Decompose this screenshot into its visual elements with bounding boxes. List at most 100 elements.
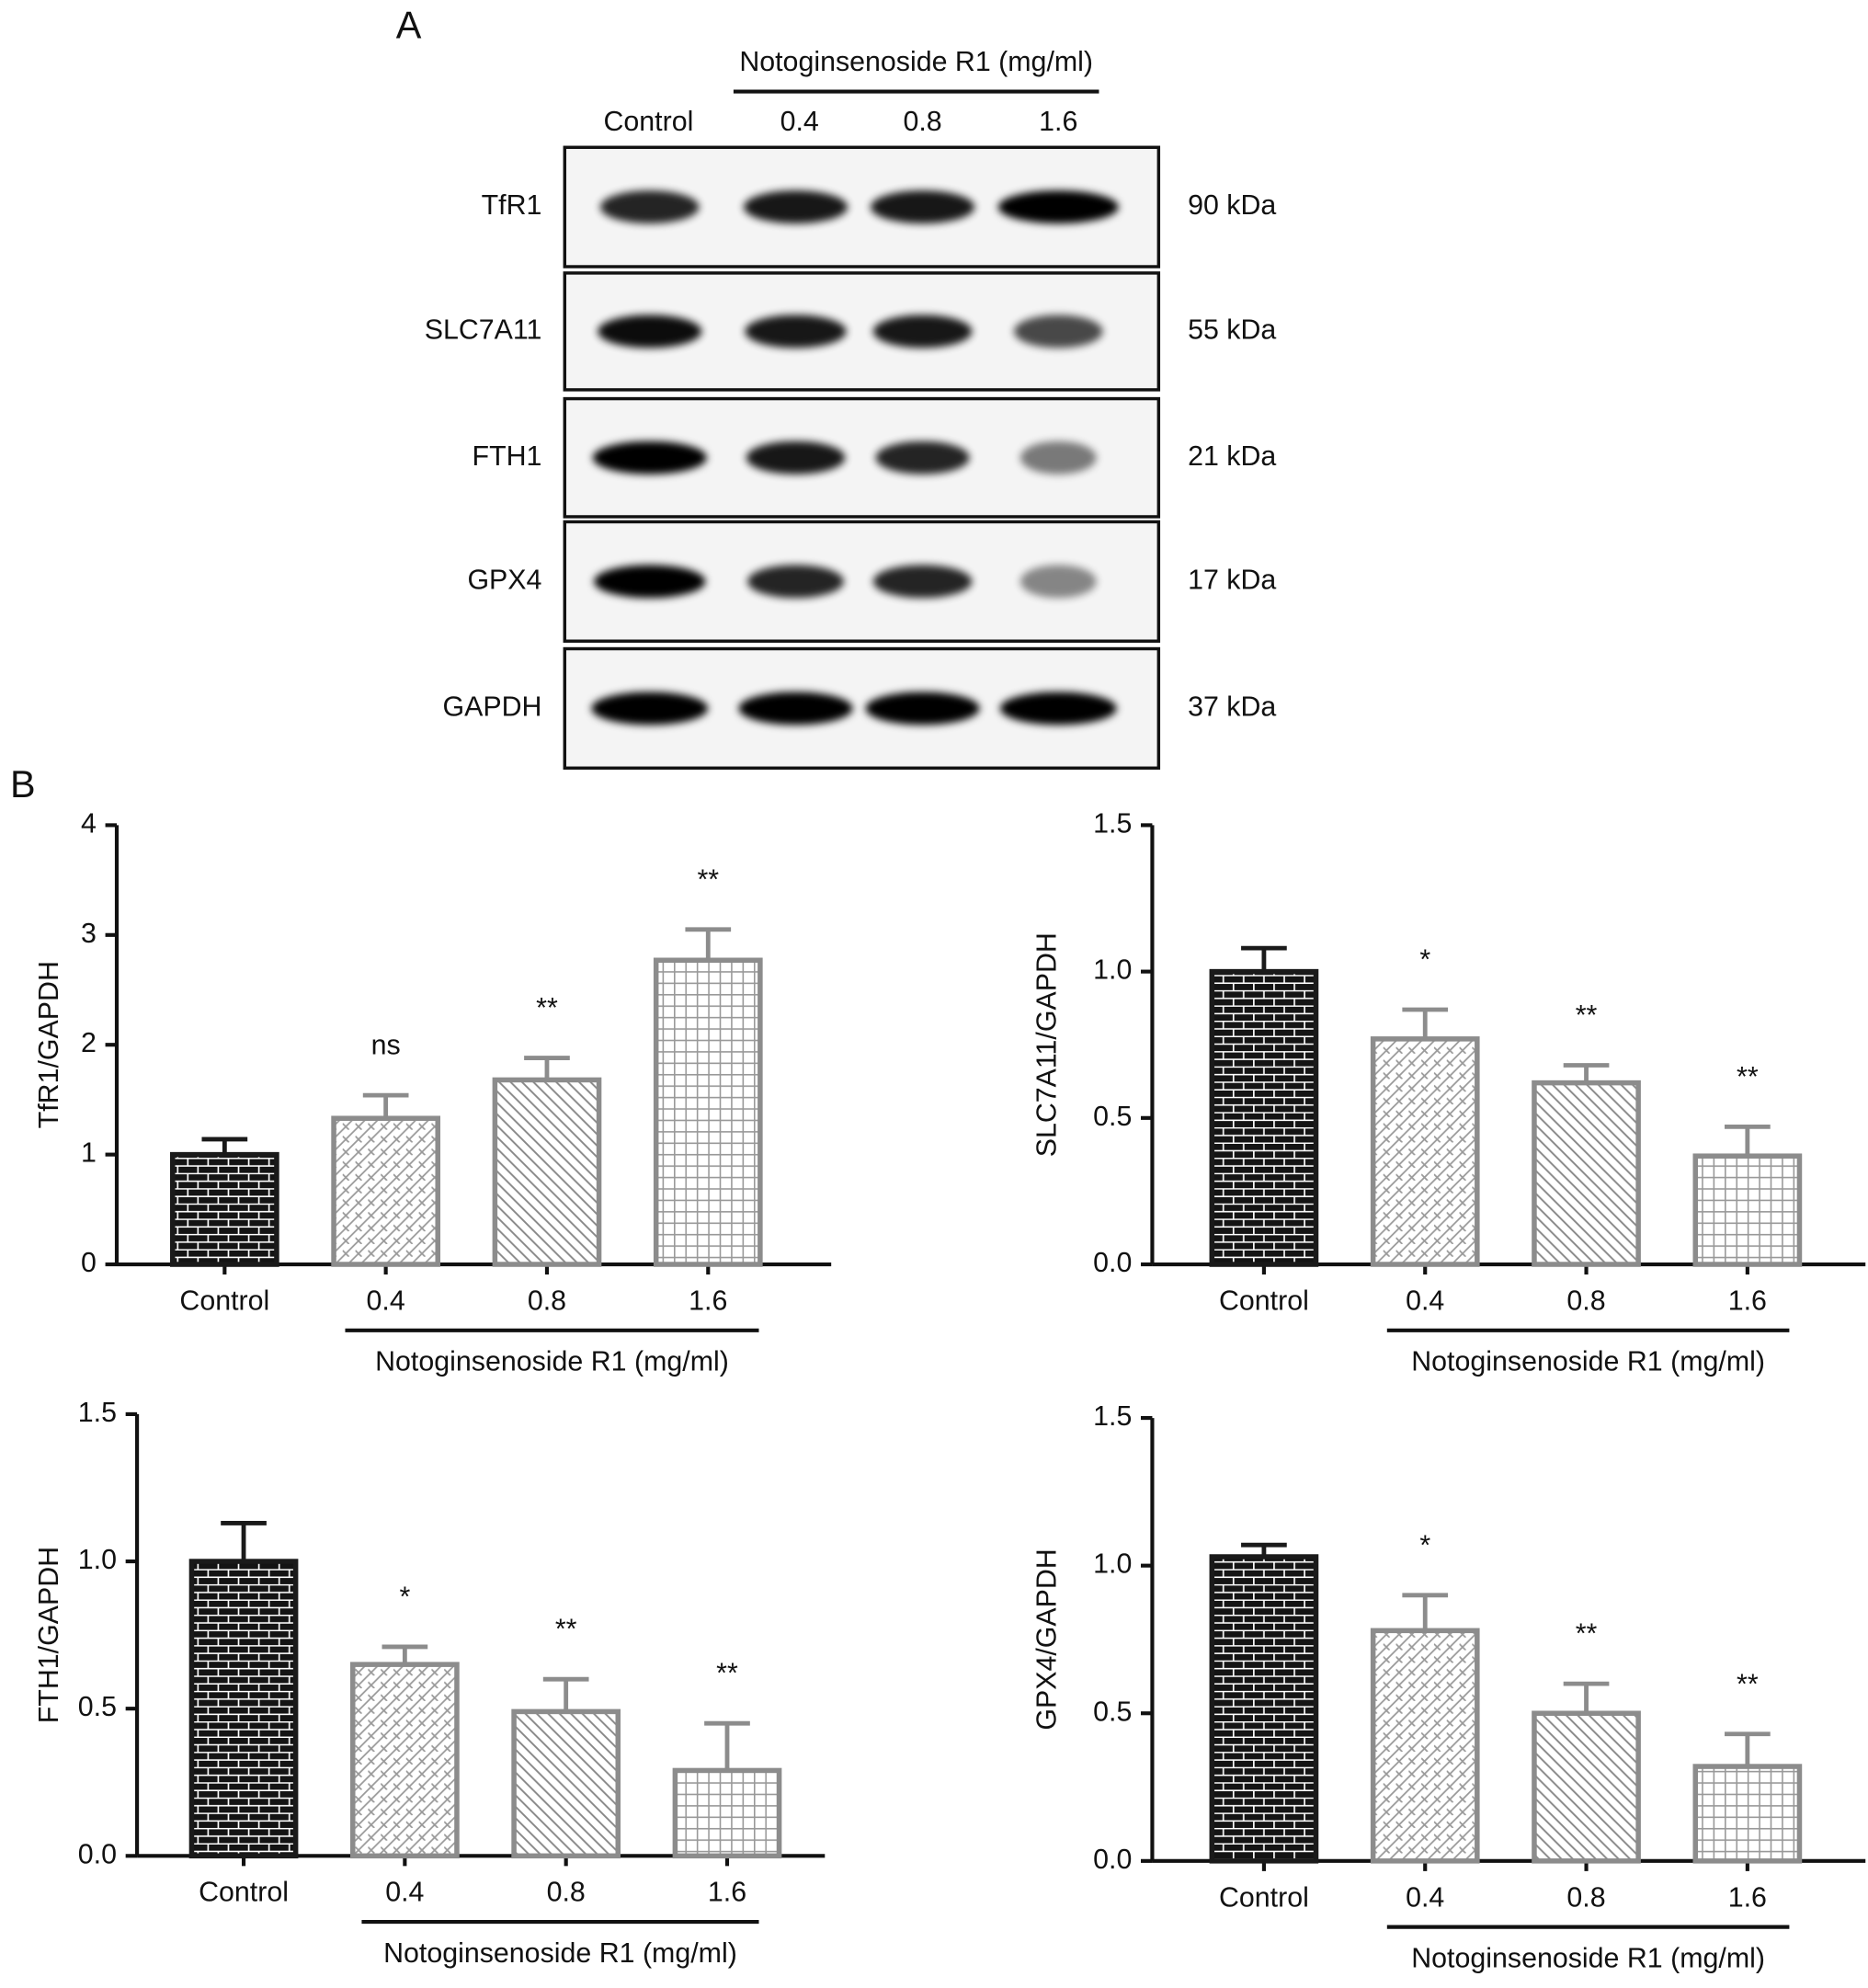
panel-label: B [10,763,36,805]
protein-label: FTH1 [473,441,542,472]
panel-label: A [396,4,422,46]
bar [169,1151,279,1267]
blot-band [591,691,709,726]
blot-band [875,440,970,474]
blot-band [1019,565,1097,599]
y-tick-label: 1.5 [1093,808,1132,839]
bar [1209,1554,1319,1864]
x-tick-label: 1.6 [708,1878,746,1908]
blot-band [743,190,849,224]
bar [1209,968,1319,1267]
size-label: 37 kDa [1188,691,1276,722]
significance-label: ** [555,1615,577,1645]
blot-band [599,190,700,224]
y-tick-label: 1.5 [78,1398,117,1428]
bar [1532,1080,1641,1267]
y-tick-label: 1.5 [1093,1401,1132,1432]
blot-band [745,314,847,348]
y-tick-label: 0.5 [1093,1102,1132,1132]
y-tick-label: 0.0 [1093,1248,1132,1278]
y-axis-label: TfR1/GAPDH [34,961,64,1128]
y-tick-label: 1.0 [1093,1549,1132,1580]
size-label: 90 kDa [1188,190,1276,221]
lane-label: 0.8 [903,107,941,137]
bar [331,1115,441,1267]
blot-band [592,440,707,474]
blot-band [1013,314,1103,348]
y-tick-label: 0.5 [78,1692,117,1722]
bar [511,1708,621,1859]
bar [1532,1710,1641,1864]
significance-label: ** [697,864,719,895]
y-tick-label: 3 [81,919,97,949]
bar [188,1559,299,1859]
significance-label: ** [1737,1062,1759,1092]
significance-label: ** [716,1659,738,1689]
x-tick-label: 0.4 [1406,1882,1444,1913]
size-label: 55 kDa [1188,314,1276,345]
y-tick-label: 1.0 [1093,955,1132,986]
bar [492,1077,602,1267]
blot-treatment: Notoginsenoside R1 (mg/ml) [739,47,1093,77]
x-tick-label: 0.8 [547,1878,586,1908]
blot-band [738,691,853,726]
group-label: Notoginsenoside R1 (mg/ml) [1411,1944,1765,1974]
y-tick-label: 1.0 [78,1545,117,1575]
x-tick-label: Control [199,1878,289,1908]
x-tick-label: 1.6 [1728,1285,1767,1316]
y-axis-label: FTH1/GAPDH [34,1547,64,1723]
x-tick-label: 0.4 [385,1878,424,1908]
y-axis-label: GPX4/GAPDH [1031,1548,1062,1730]
blot-band [872,565,973,599]
bar [653,957,763,1267]
x-tick-label: 0.8 [1566,1882,1605,1913]
significance-label: ** [1576,1000,1598,1031]
y-tick-label: 0 [81,1248,97,1278]
lane-label: 1.6 [1039,107,1077,137]
x-tick-label: Control [179,1285,269,1316]
y-tick-label: 0.5 [1093,1697,1132,1727]
blot-band [997,190,1119,224]
y-tick-label: 1 [81,1138,97,1169]
y-axis-label: SLC7A11/GAPDH [1031,932,1062,1157]
x-tick-label: Control [1219,1285,1309,1316]
significance-label: * [399,1582,410,1612]
x-tick-label: 1.6 [689,1285,727,1316]
protein-label: GAPDH [442,691,541,722]
x-tick-label: Control [1219,1882,1309,1913]
blot-band [598,314,702,348]
x-tick-label: 0.4 [1406,1285,1444,1316]
x-tick-label: 1.6 [1728,1882,1767,1913]
bar [350,1662,460,1859]
x-tick-label: 0.8 [1566,1285,1605,1316]
y-tick-label: 0.0 [78,1839,117,1869]
protein-label: TfR1 [482,190,542,221]
bar [1692,1764,1803,1864]
x-tick-label: 0.8 [528,1285,566,1316]
blot-band [999,691,1117,726]
y-tick-label: 4 [81,808,97,839]
x-tick-label: 0.4 [367,1285,405,1316]
significance-label: * [1419,945,1430,976]
blot-band [1019,440,1097,474]
blot-band [746,440,846,474]
significance-label: ** [1576,1619,1598,1650]
lane-label: 0.4 [780,107,819,137]
y-tick-label: 2 [81,1028,97,1058]
bar [672,1767,782,1859]
significance-label: ** [536,993,558,1023]
group-label: Notoginsenoside R1 (mg/ml) [383,1938,737,1969]
group-label: Notoginsenoside R1 (mg/ml) [375,1347,729,1377]
significance-label: ** [1737,1669,1759,1699]
blot-band [870,190,975,224]
blot-band [872,314,973,348]
bar [1692,1153,1803,1267]
significance-label: * [1419,1530,1430,1560]
size-label: 21 kDa [1188,441,1276,472]
significance-label: ns [371,1031,401,1061]
blot-band [747,565,844,599]
lane-label: Control [603,107,693,137]
size-label: 17 kDa [1188,565,1276,595]
bar [1370,1628,1480,1864]
